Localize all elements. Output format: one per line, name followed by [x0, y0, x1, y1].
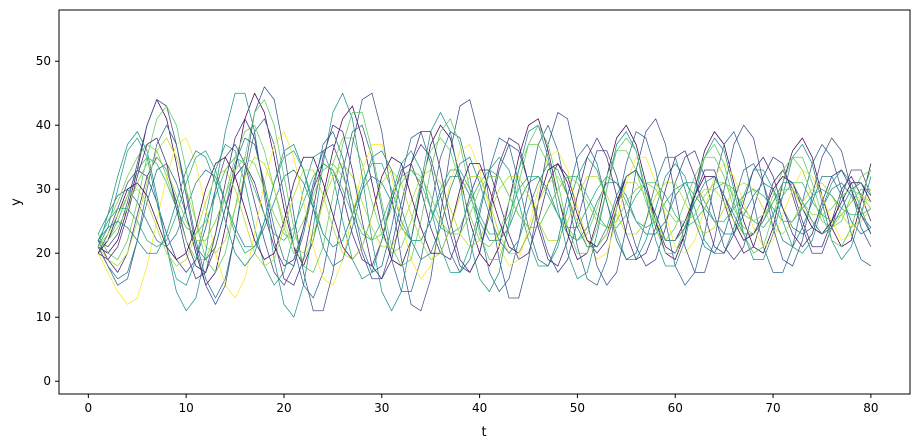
x-tick-label: 10: [179, 401, 194, 415]
y-tick-label: 40: [36, 118, 51, 132]
series-line-16: [97, 150, 872, 254]
series-line-19: [97, 144, 872, 267]
x-tick-label: 60: [668, 401, 683, 415]
x-axis: 0 10 20 30 40 50 60 70 80: [85, 394, 879, 415]
y-axis-label: y: [9, 198, 24, 206]
y-tick-label: 30: [36, 182, 51, 196]
y-tick-label: 20: [36, 246, 51, 260]
series-line-17: [97, 169, 872, 267]
x-tick-label: 30: [374, 401, 389, 415]
series-line-18: [97, 118, 872, 286]
x-tick-label: 50: [570, 401, 585, 415]
series-line-9: [97, 137, 872, 267]
x-axis-label: t: [481, 425, 486, 440]
series-line-3: [97, 144, 872, 286]
series-line-8: [97, 124, 872, 260]
series-line-13: [97, 99, 872, 273]
x-tick-label: 80: [863, 401, 878, 415]
x-tick-label: 20: [276, 401, 291, 415]
x-tick-label: 40: [472, 401, 487, 415]
y-axis: 0 10 20 30 40 50: [36, 54, 59, 388]
plot-frame: [58, 9, 911, 395]
x-tick-label: 0: [85, 401, 93, 415]
y-tick-label: 0: [43, 374, 51, 388]
series-line-14: [97, 156, 872, 260]
series-line-1: [97, 92, 872, 286]
series-layer: [97, 86, 872, 318]
y-tick-label: 50: [36, 54, 51, 68]
series-line-15: [97, 131, 872, 280]
x-tick-label: 70: [765, 401, 780, 415]
plot-background: [59, 10, 910, 394]
series-line-12: [97, 92, 872, 318]
series-line-11: [97, 86, 872, 312]
series-line-20: [97, 156, 872, 248]
y-tick-label: 10: [36, 310, 51, 324]
series-line-4: [97, 118, 872, 299]
